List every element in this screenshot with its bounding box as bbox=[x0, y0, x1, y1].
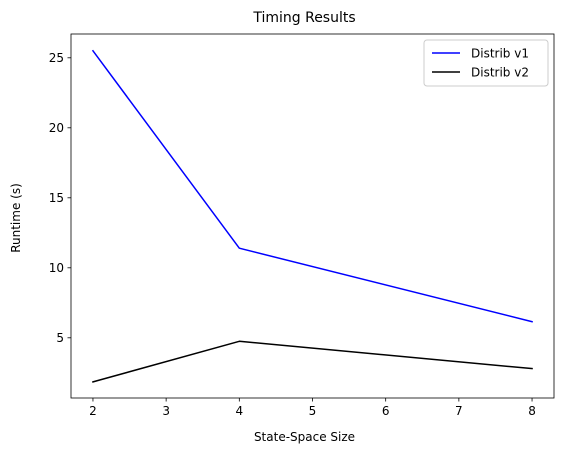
y-axis-label: Runtime (s) bbox=[9, 183, 23, 253]
chart-title: Timing Results bbox=[252, 10, 355, 26]
x-tick-label: 4 bbox=[235, 404, 243, 418]
legend-label-2: Distrib v2 bbox=[471, 65, 529, 79]
x-tick-label: 2 bbox=[89, 404, 97, 418]
plot-area: 2 3 4 5 6 7 8 5 10 15 20 25 bbox=[49, 33, 555, 418]
y-tick-label: 25 bbox=[49, 51, 64, 65]
y-tick-label: 10 bbox=[49, 261, 64, 275]
series-line-2 bbox=[92, 340, 533, 383]
x-tick-label: 3 bbox=[162, 404, 170, 418]
y-tick-label: 5 bbox=[56, 331, 64, 345]
legend: Distrib v1 Distrib v2 bbox=[423, 39, 549, 87]
x-axis-label: State-Space Size bbox=[254, 430, 355, 444]
legend-box bbox=[423, 39, 549, 87]
x-tick-label: 5 bbox=[309, 404, 317, 418]
series-line-1 bbox=[91, 49, 533, 323]
x-tick-label: 8 bbox=[528, 404, 536, 418]
y-tick-label: 15 bbox=[49, 191, 64, 205]
x-tick-label: 7 bbox=[455, 404, 463, 418]
y-tick-label: 20 bbox=[49, 121, 64, 135]
legend-label-1: Distrib v1 bbox=[471, 46, 529, 60]
x-tick-label: 6 bbox=[382, 404, 390, 418]
